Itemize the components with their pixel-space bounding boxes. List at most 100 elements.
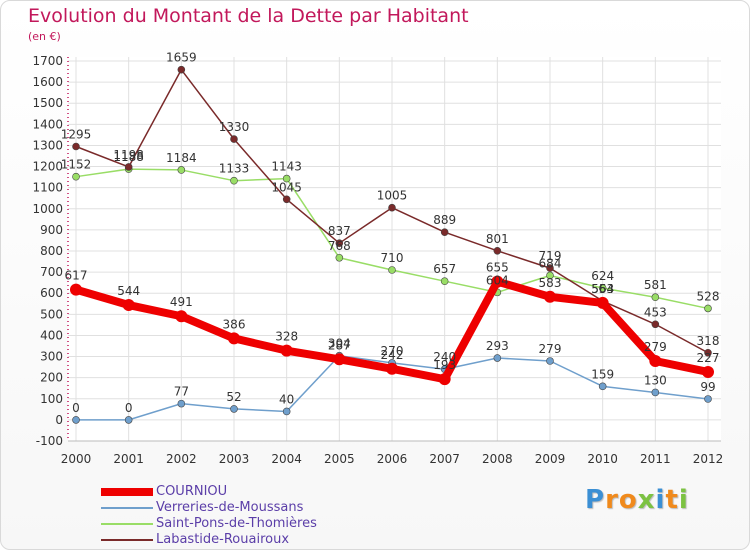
data-point: [335, 239, 344, 247]
data-point: [493, 354, 502, 362]
data-label: 287: [328, 338, 351, 352]
data-label: 801: [486, 232, 509, 246]
data-point: [282, 174, 291, 183]
data-label: 617: [65, 269, 88, 283]
data-label: 657: [433, 262, 456, 276]
legend-swatch: [101, 488, 153, 496]
data-point: [388, 266, 396, 274]
legend-label: Saint-Pons-de-Thomières: [156, 516, 317, 531]
data-label: 193: [433, 358, 456, 372]
data-point: [651, 320, 660, 329]
data-point: [651, 293, 660, 302]
data-point: [282, 195, 291, 204]
x-tick-label: 2004: [271, 452, 302, 466]
y-tick-label: 400: [40, 328, 63, 342]
data-point: [280, 344, 293, 357]
x-tick-label: 2011: [640, 452, 671, 466]
data-point: [493, 246, 502, 255]
data-label: 719: [539, 249, 562, 263]
y-tick-label: 1400: [32, 117, 63, 131]
y-tick-label: -100: [36, 434, 63, 448]
data-point: [388, 203, 396, 212]
data-point: [175, 310, 188, 323]
y-tick-label: 100: [40, 392, 63, 406]
x-tick-label: 2012: [693, 452, 724, 466]
y-tick-label: 800: [40, 244, 63, 258]
legend-swatch: [101, 507, 153, 509]
x-tick-label: 2002: [166, 452, 197, 466]
logo-letter: r: [605, 485, 619, 515]
x-tick-label: 2000: [61, 452, 92, 466]
y-tick-label: 1200: [32, 160, 63, 174]
y-tick-label: 900: [40, 223, 63, 237]
legend-label: COURNIOU: [156, 484, 228, 499]
legend-swatch: [101, 539, 153, 541]
data-point: [651, 388, 660, 397]
data-label: 491: [170, 295, 193, 309]
data-point: [72, 172, 80, 181]
data-label: 304: [328, 337, 351, 351]
logo-letter: i: [655, 485, 666, 515]
data-label: 684: [539, 256, 562, 270]
data-label: 386: [223, 317, 246, 331]
data-point: [70, 283, 82, 296]
data-label: 227: [697, 351, 720, 365]
y-tick-label: 600: [40, 286, 63, 300]
data-point: [230, 176, 238, 185]
data-point: [702, 365, 714, 378]
data-label: 293: [486, 339, 509, 353]
data-point: [335, 253, 344, 262]
data-label: 1188: [113, 150, 144, 164]
data-point: [598, 284, 607, 292]
legend-label: Labastide-Rouairoux: [156, 532, 290, 547]
chart-subtitle: (en €): [28, 30, 61, 43]
data-point: [544, 290, 556, 303]
data-label: 279: [539, 342, 562, 356]
data-label: 270: [381, 344, 404, 358]
data-point: [177, 166, 186, 174]
data-label: 1295: [61, 128, 92, 142]
legend-label: Verreries-de-Moussans: [156, 500, 304, 515]
data-label: 1005: [377, 189, 408, 203]
y-tick-label: 1300: [32, 138, 63, 152]
data-point: [177, 399, 186, 408]
data-label: 837: [328, 224, 351, 238]
y-tick-label: 1700: [32, 54, 63, 68]
x-tick-label: 2008: [482, 452, 513, 466]
y-tick-label: 1000: [32, 202, 63, 216]
data-label: 40: [279, 392, 294, 406]
data-point: [438, 373, 451, 386]
data-point: [124, 416, 133, 424]
data-label: 328: [275, 330, 298, 344]
data-label: 130: [644, 373, 667, 387]
y-tick-label: 200: [40, 371, 63, 385]
data-label: 279: [644, 340, 667, 354]
y-tick-label: 1100: [32, 181, 63, 195]
series-saint-pons-de-thomi-res: [72, 165, 712, 313]
data-label: 318: [697, 334, 720, 348]
data-label: 528: [697, 289, 720, 303]
data-label: 889: [433, 213, 456, 227]
data-label: 581: [644, 278, 667, 292]
y-tick-label: 1500: [32, 96, 63, 110]
proxiti-logo: Proxiti: [585, 485, 689, 515]
data-point: [386, 362, 398, 375]
x-tick-label: 2007: [429, 452, 460, 466]
x-tick-label: 2005: [324, 452, 355, 466]
y-tick-label: 500: [40, 307, 63, 321]
data-point: [546, 357, 554, 365]
legend-swatch: [101, 523, 153, 525]
x-tick-label: 2001: [113, 452, 144, 466]
data-label: 0: [125, 401, 133, 415]
data-label: 604: [486, 273, 509, 287]
data-point: [177, 65, 186, 74]
data-label: 1045: [271, 180, 302, 194]
data-label: 240: [433, 350, 456, 364]
data-point: [282, 407, 291, 416]
data-point: [333, 353, 346, 366]
data-point: [72, 416, 80, 424]
data-point: [491, 275, 504, 288]
data-point: [704, 304, 712, 313]
y-tick-label: 1600: [32, 75, 63, 89]
